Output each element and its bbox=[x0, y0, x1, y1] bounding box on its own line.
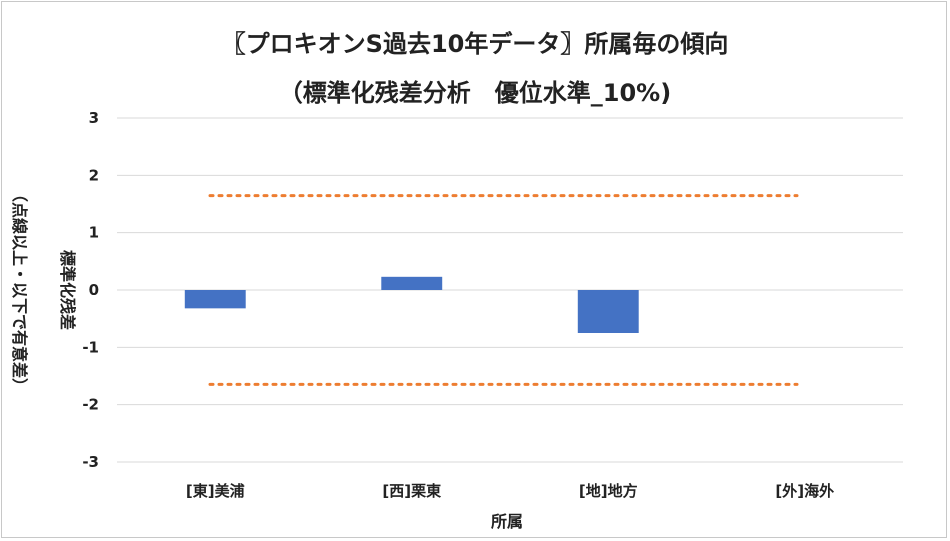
y-axis-title: 標準化残差 bbox=[58, 250, 77, 330]
bar bbox=[381, 276, 443, 290]
x-category-label: [地]地方 bbox=[579, 482, 638, 500]
x-category-label: [東]美浦 bbox=[186, 482, 245, 500]
y-tick-label: -3 bbox=[82, 453, 99, 471]
x-category-label: [西]栗東 bbox=[382, 482, 441, 500]
chart-title: 〖プロキオンS過去10年データ〗所属毎の傾向 bbox=[221, 30, 729, 58]
chart-subtitle: （標準化残差分析 優位水準_10%) bbox=[278, 79, 672, 107]
bars bbox=[184, 276, 836, 333]
gridlines bbox=[117, 117, 903, 463]
y-tick-label: 1 bbox=[89, 224, 99, 242]
y-tick-label: 2 bbox=[89, 166, 99, 184]
y-tick-labels: 3 2 1 0 -1 -2 -3 bbox=[82, 109, 99, 471]
y-axis-subtitle: （点線以上・以下で有意差） bbox=[10, 186, 29, 394]
x-category-labels: [東]美浦 [西]栗東 [地]地方 [外]海外 bbox=[186, 482, 834, 500]
y-tick-label: -2 bbox=[82, 396, 99, 414]
x-axis-title: 所属 bbox=[491, 512, 523, 531]
y-tick-label: -1 bbox=[82, 338, 99, 356]
reference-lines bbox=[208, 194, 799, 386]
x-category-label: [外]海外 bbox=[775, 482, 834, 500]
y-tick-label: 3 bbox=[89, 109, 99, 127]
y-tick-label: 0 bbox=[89, 281, 99, 299]
bar bbox=[184, 290, 246, 309]
bar bbox=[577, 290, 639, 333]
